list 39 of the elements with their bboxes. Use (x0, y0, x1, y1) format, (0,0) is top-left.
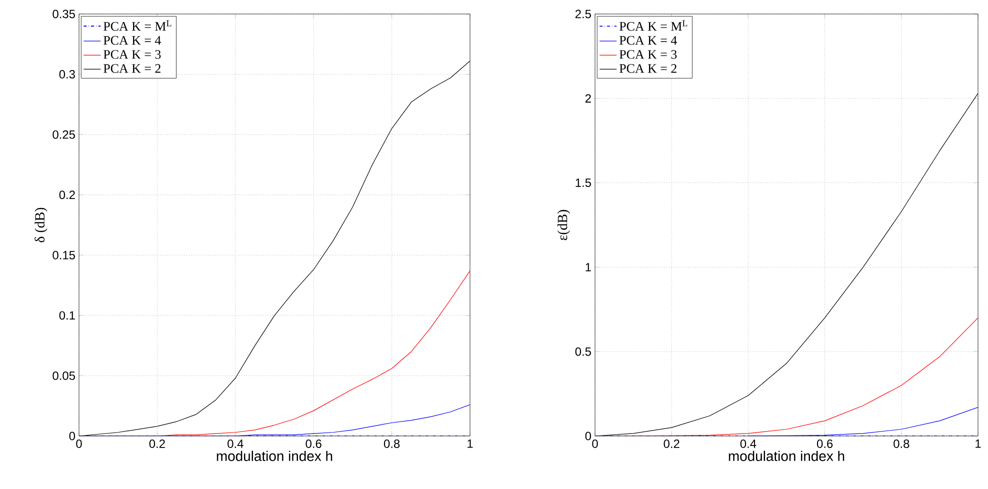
legend-label: PCA K = 3 (619, 50, 677, 59)
y-tick-label: 0.2 (59, 190, 75, 200)
y-tick-label: 0.15 (52, 250, 75, 260)
y-tick-label: 1 (586, 263, 591, 272)
x-tick-label: 0.6 (306, 440, 322, 448)
x-axis-title: modulation index h (728, 450, 844, 462)
x-tick-label: 0.8 (894, 440, 910, 448)
x-tick-label: 0.4 (228, 440, 244, 448)
x-tick-label: 0 (592, 440, 598, 448)
x-tick-label: 0.8 (384, 440, 400, 448)
legend-label: PCA K = 3 (104, 50, 161, 59)
x-axis-title: modulation index h (216, 450, 332, 462)
x-tick-label: 1 (976, 440, 981, 448)
y-tick-label: 0.3 (59, 70, 75, 79)
legend-label: PCA K = 2 (104, 64, 160, 73)
y-tick-label: 1.5 (576, 178, 591, 187)
x-tick-label: 0.2 (664, 440, 680, 448)
x-tick-label: 0.2 (149, 440, 165, 448)
x-tick-label: 1 (468, 440, 473, 448)
x-tick-label: 0.6 (816, 440, 833, 448)
x-tick-label: 0 (76, 440, 82, 448)
y-tick-label: 0.25 (52, 130, 75, 139)
y-tick-label: 0.1 (59, 311, 75, 320)
legend-label: PCA K = M$^{L}$ (619, 20, 688, 31)
legend-label: PCA K = 4 (619, 36, 677, 45)
x-tick-label: 0.4 (740, 440, 756, 448)
legend-label: PCA K = 4 (104, 36, 161, 45)
y-tick-label: 0.05 (52, 371, 75, 380)
legend-label: PCA K = 2 (619, 64, 676, 73)
y-tick-label: 2 (585, 94, 591, 103)
legend-label: PCA K = M$^{L}$ (104, 20, 172, 31)
y-tick-label: 2.5 (575, 10, 591, 18)
line-series (595, 318, 978, 436)
y-axis-title: δ (dB) (34, 208, 48, 242)
y-tick-label: 0 (585, 432, 592, 440)
y-axis-title: ε(dB) (557, 210, 570, 240)
y-tick-label: 0 (69, 432, 76, 440)
y-tick-label: 0.35 (52, 10, 75, 18)
y-tick-label: 0.5 (575, 347, 591, 356)
